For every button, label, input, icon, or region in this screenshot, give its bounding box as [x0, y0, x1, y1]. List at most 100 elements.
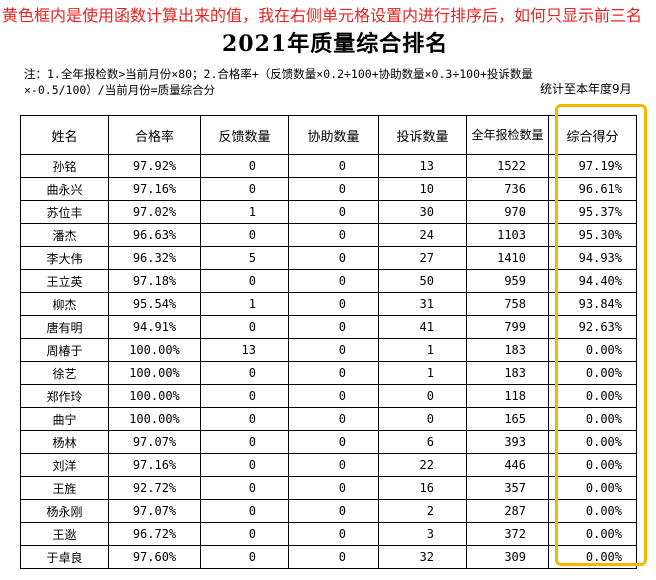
cell-pass-rate[interactable]: 100.00% — [108, 384, 201, 408]
cell-name[interactable]: 于卓良 — [20, 545, 109, 569]
cell-assist[interactable]: 0 — [288, 407, 379, 431]
cell-name[interactable]: 唐有明 — [20, 315, 109, 339]
cell-pass-rate[interactable]: 95.54% — [108, 292, 201, 316]
cell-annual-inspections[interactable]: 183 — [466, 361, 549, 385]
cell-pass-rate[interactable]: 96.32% — [108, 246, 201, 270]
cell-pass-rate[interactable]: 97.07% — [108, 430, 201, 454]
cell-assist[interactable]: 0 — [288, 154, 379, 178]
cell-composite-score[interactable]: 0.00% — [548, 476, 637, 500]
cell-composite-score[interactable]: 97.19% — [548, 154, 637, 178]
cell-feedback[interactable]: 0 — [200, 361, 289, 385]
cell-pass-rate[interactable]: 97.60% — [108, 545, 201, 569]
cell-feedback[interactable]: 0 — [200, 154, 289, 178]
cell-complaints[interactable]: 30 — [378, 200, 467, 224]
cell-composite-score[interactable]: 92.63% — [548, 315, 637, 339]
cell-assist[interactable]: 0 — [288, 453, 379, 477]
cell-name[interactable]: 潘杰 — [20, 223, 109, 247]
cell-name[interactable]: 孙铭 — [20, 154, 109, 178]
cell-feedback[interactable]: 0 — [200, 430, 289, 454]
cell-pass-rate[interactable]: 97.16% — [108, 177, 201, 201]
cell-annual-inspections[interactable]: 287 — [466, 499, 549, 523]
cell-composite-score[interactable]: 94.93% — [548, 246, 637, 270]
cell-feedback[interactable]: 1 — [200, 200, 289, 224]
cell-complaints[interactable]: 0 — [378, 384, 467, 408]
cell-feedback[interactable]: 13 — [200, 338, 289, 362]
cell-complaints[interactable]: 1 — [378, 338, 467, 362]
cell-feedback[interactable]: 0 — [200, 453, 289, 477]
cell-composite-score[interactable]: 94.40% — [548, 269, 637, 293]
cell-assist[interactable]: 0 — [288, 430, 379, 454]
cell-complaints[interactable]: 24 — [378, 223, 467, 247]
cell-assist[interactable]: 0 — [288, 269, 379, 293]
cell-pass-rate[interactable]: 97.07% — [108, 499, 201, 523]
cell-complaints[interactable]: 10 — [378, 177, 467, 201]
cell-pass-rate[interactable]: 92.72% — [108, 476, 201, 500]
cell-name[interactable]: 王旌 — [20, 476, 109, 500]
cell-composite-score[interactable]: 0.00% — [548, 338, 637, 362]
cell-feedback[interactable]: 0 — [200, 545, 289, 569]
cell-complaints[interactable]: 16 — [378, 476, 467, 500]
cell-name[interactable]: 曲永兴 — [20, 177, 109, 201]
cell-annual-inspections[interactable]: 799 — [466, 315, 549, 339]
cell-annual-inspections[interactable]: 736 — [466, 177, 549, 201]
cell-assist[interactable]: 0 — [288, 177, 379, 201]
cell-annual-inspections[interactable]: 1103 — [466, 223, 549, 247]
cell-pass-rate[interactable]: 94.91% — [108, 315, 201, 339]
cell-annual-inspections[interactable]: 959 — [466, 269, 549, 293]
cell-composite-score[interactable]: 95.37% — [548, 200, 637, 224]
cell-feedback[interactable]: 0 — [200, 522, 289, 546]
cell-composite-score[interactable]: 0.00% — [548, 384, 637, 408]
cell-name[interactable]: 杨永刚 — [20, 499, 109, 523]
cell-assist[interactable]: 0 — [288, 384, 379, 408]
cell-annual-inspections[interactable]: 118 — [466, 384, 549, 408]
col-header-assist[interactable]: 协助数量 — [288, 115, 379, 155]
cell-pass-rate[interactable]: 100.00% — [108, 361, 201, 385]
cell-name[interactable]: 苏位丰 — [20, 200, 109, 224]
cell-complaints[interactable]: 41 — [378, 315, 467, 339]
cell-annual-inspections[interactable]: 372 — [466, 522, 549, 546]
cell-annual-inspections[interactable]: 970 — [466, 200, 549, 224]
cell-annual-inspections[interactable]: 357 — [466, 476, 549, 500]
cell-name[interactable]: 杨林 — [20, 430, 109, 454]
cell-complaints[interactable]: 32 — [378, 545, 467, 569]
cell-assist[interactable]: 0 — [288, 338, 379, 362]
col-header-pass-rate[interactable]: 合格率 — [108, 115, 201, 155]
cell-annual-inspections[interactable]: 758 — [466, 292, 549, 316]
cell-feedback[interactable]: 0 — [200, 384, 289, 408]
col-header-annual-inspections[interactable]: 全年报检数量 — [466, 115, 549, 155]
cell-pass-rate[interactable]: 97.16% — [108, 453, 201, 477]
cell-name[interactable]: 王逖 — [20, 522, 109, 546]
cell-composite-score[interactable]: 0.00% — [548, 407, 637, 431]
cell-assist[interactable]: 0 — [288, 246, 379, 270]
cell-annual-inspections[interactable]: 165 — [466, 407, 549, 431]
cell-assist[interactable]: 0 — [288, 476, 379, 500]
cell-annual-inspections[interactable]: 183 — [466, 338, 549, 362]
cell-feedback[interactable]: 0 — [200, 407, 289, 431]
cell-complaints[interactable]: 2 — [378, 499, 467, 523]
cell-complaints[interactable]: 1 — [378, 361, 467, 385]
cell-pass-rate[interactable]: 97.02% — [108, 200, 201, 224]
col-header-name[interactable]: 姓名 — [20, 115, 109, 155]
cell-pass-rate[interactable]: 100.00% — [108, 407, 201, 431]
cell-composite-score[interactable]: 0.00% — [548, 430, 637, 454]
cell-annual-inspections[interactable]: 309 — [466, 545, 549, 569]
cell-complaints[interactable]: 27 — [378, 246, 467, 270]
cell-composite-score[interactable]: 93.84% — [548, 292, 637, 316]
col-header-composite-score[interactable]: 综合得分 — [548, 115, 637, 155]
cell-name[interactable]: 李大伟 — [20, 246, 109, 270]
cell-pass-rate[interactable]: 97.92% — [108, 154, 201, 178]
cell-composite-score[interactable]: 0.00% — [548, 453, 637, 477]
cell-pass-rate[interactable]: 96.72% — [108, 522, 201, 546]
cell-annual-inspections[interactable]: 1410 — [466, 246, 549, 270]
col-header-complaints[interactable]: 投诉数量 — [378, 115, 467, 155]
cell-complaints[interactable]: 6 — [378, 430, 467, 454]
cell-pass-rate[interactable]: 96.63% — [108, 223, 201, 247]
cell-composite-score[interactable]: 0.00% — [548, 361, 637, 385]
cell-assist[interactable]: 0 — [288, 292, 379, 316]
cell-name[interactable]: 刘洋 — [20, 453, 109, 477]
cell-feedback[interactable]: 0 — [200, 177, 289, 201]
cell-name[interactable]: 曲宁 — [20, 407, 109, 431]
cell-complaints[interactable]: 0 — [378, 407, 467, 431]
cell-annual-inspections[interactable]: 393 — [466, 430, 549, 454]
cell-assist[interactable]: 0 — [288, 223, 379, 247]
